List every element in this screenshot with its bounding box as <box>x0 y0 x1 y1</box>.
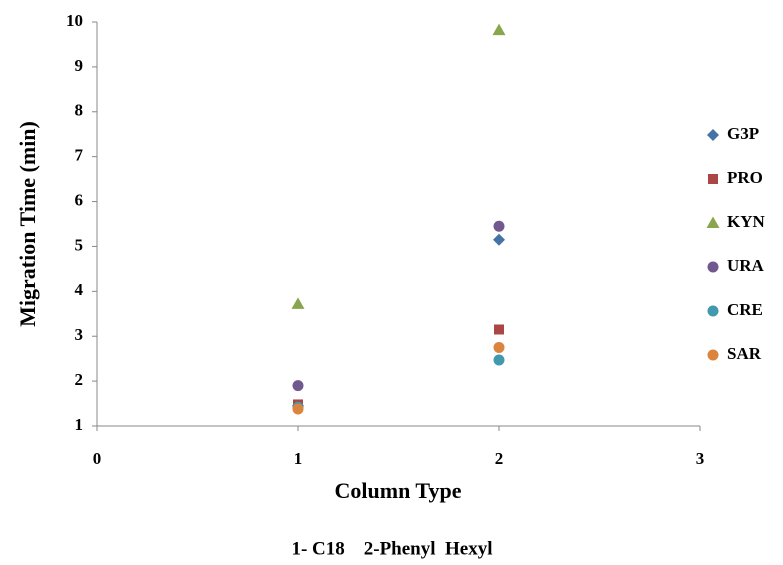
y-tick-label: 10 <box>66 11 83 30</box>
x-tick-label: 2 <box>495 449 504 468</box>
y-tick-label: 3 <box>75 325 84 344</box>
y-tick-label: 9 <box>75 56 84 75</box>
legend-marker <box>707 305 719 317</box>
y-tick-label: 4 <box>75 280 84 299</box>
legend-marker <box>707 349 719 361</box>
legend-label: CRE <box>727 300 763 319</box>
legend-label: SAR <box>727 344 762 363</box>
y-tick-label: 6 <box>75 190 84 209</box>
legend-marker <box>707 129 719 141</box>
legend-label: G3P <box>727 124 759 143</box>
y-tick-label: 5 <box>75 235 84 254</box>
legend-marker <box>707 261 719 273</box>
point <box>493 220 505 232</box>
legend-marker <box>706 216 720 228</box>
point <box>493 354 505 366</box>
legend-marker <box>708 174 718 184</box>
y-tick-label: 1 <box>75 415 84 434</box>
point <box>292 403 304 415</box>
y-tick-label: 7 <box>75 146 84 165</box>
point <box>493 341 505 353</box>
x-axis-title: Column Type <box>335 478 462 503</box>
y-tick-label: 8 <box>75 101 84 120</box>
note: 1- C18 2-Phenyl Hexyl <box>291 538 492 559</box>
point <box>292 380 304 392</box>
x-tick-label: 3 <box>696 449 705 468</box>
x-tick-label: 0 <box>93 449 102 468</box>
x-tick-label: 1 <box>294 449 303 468</box>
y-axis-title: Migration Time (min) <box>15 121 40 327</box>
legend-label: PRO <box>727 168 763 187</box>
point <box>494 324 504 335</box>
legend-label: KYN <box>727 212 766 231</box>
legend-label: URA <box>727 256 765 275</box>
point <box>493 233 505 246</box>
point <box>291 297 305 309</box>
y-tick-label: 2 <box>75 370 84 389</box>
point <box>492 23 506 36</box>
